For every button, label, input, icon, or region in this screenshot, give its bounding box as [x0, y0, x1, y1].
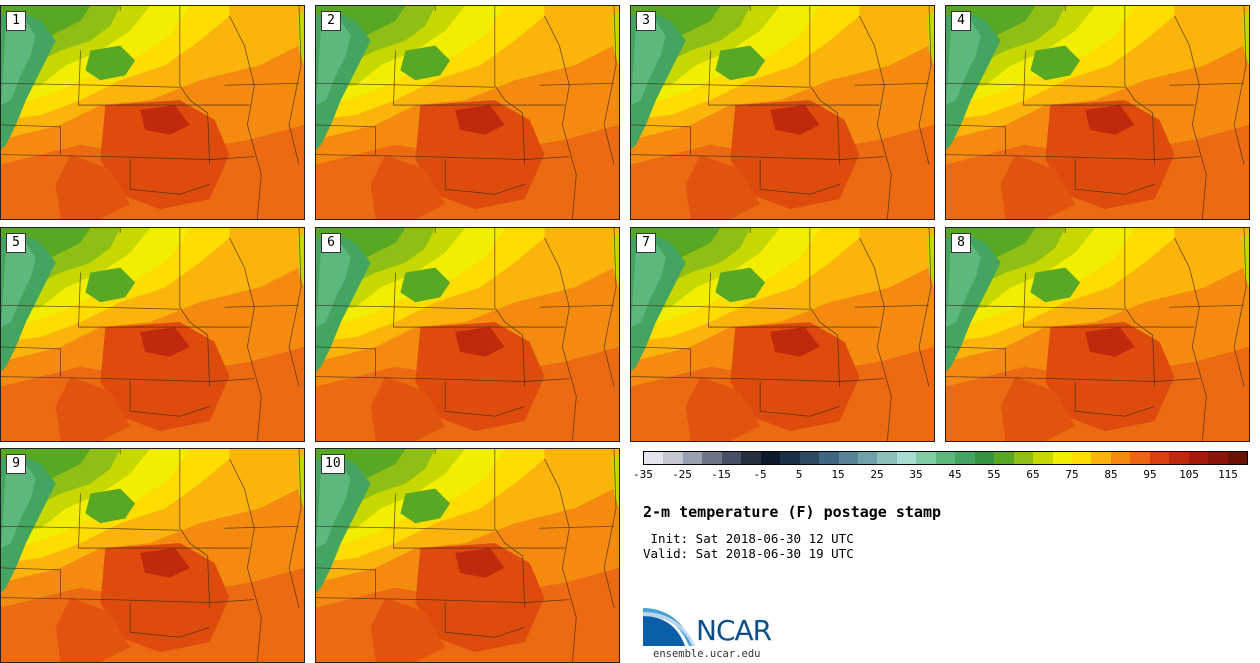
colorbar-swatch	[1110, 452, 1131, 464]
temperature-map	[316, 449, 619, 662]
ensemble-member-panel: 3	[630, 5, 935, 220]
colorbar-swatch	[916, 452, 936, 464]
colorbar-tick-labels: -35 -25 -15 -5 5 15 25 35 45 55 65 75 85 95 105 115	[633, 468, 1248, 484]
colorbar-tick-label: 5	[795, 468, 803, 481]
colorbar-swatch	[721, 452, 742, 464]
temperature-colorbar	[643, 451, 1248, 465]
temperature-map	[946, 6, 1249, 219]
member-number-label: 10	[321, 454, 345, 474]
ensemble-member-panel: 4	[945, 5, 1250, 220]
colorbar-swatch	[663, 452, 683, 464]
colorbar-tick-label: 105	[1179, 468, 1199, 481]
colorbar-swatch	[741, 452, 761, 464]
colorbar-swatch	[1208, 452, 1228, 464]
colorbar-swatch	[1033, 452, 1053, 464]
colorbar-swatch	[838, 452, 858, 464]
temperature-map	[1, 228, 304, 441]
colorbar-swatch	[974, 452, 995, 464]
colorbar-swatch	[1130, 452, 1150, 464]
colorbar-swatch	[819, 452, 839, 464]
temperature-map	[316, 228, 619, 441]
temperature-map	[1, 449, 304, 662]
colorbar-tick-label: 95	[1143, 468, 1157, 481]
ensemble-member-panel: 5	[0, 227, 305, 442]
colorbar-tick-label: -25	[672, 468, 692, 481]
site-url: ensemble.ucar.edu	[653, 648, 761, 660]
member-number-label: 1	[6, 11, 26, 31]
temperature-map	[631, 6, 934, 219]
colorbar-swatch	[1013, 452, 1034, 464]
member-number-label: 3	[636, 11, 656, 31]
colorbar-tick-label: -5	[753, 468, 767, 481]
member-number-label: 6	[321, 233, 341, 253]
colorbar-swatch	[780, 452, 800, 464]
ensemble-member-panel: 6	[315, 227, 620, 442]
colorbar-swatch	[1188, 452, 1209, 464]
init-time: Init: Sat 2018-06-30 12 UTC	[643, 531, 854, 546]
colorbar-swatch	[1149, 452, 1170, 464]
colorbar-swatch	[682, 452, 703, 464]
colorbar-tick-label: 115	[1218, 468, 1238, 481]
colorbar-tick-label: 15	[831, 468, 845, 481]
member-number-label: 2	[321, 11, 341, 31]
colorbar-swatch	[1227, 452, 1248, 464]
colorbar-swatch	[644, 452, 664, 464]
colorbar-swatch	[760, 452, 781, 464]
colorbar-swatch	[1071, 452, 1092, 464]
colorbar-tick-label: 55	[987, 468, 1001, 481]
ensemble-member-panel: 8	[945, 227, 1250, 442]
temperature-map	[316, 6, 619, 219]
ensemble-member-panel: 9	[0, 448, 305, 663]
colorbar-swatch	[994, 452, 1014, 464]
colorbar-tick-label: 85	[1104, 468, 1118, 481]
colorbar-swatch	[896, 452, 917, 464]
member-number-label: 4	[951, 11, 971, 31]
colorbar-swatch	[702, 452, 722, 464]
colorbar-tick-label: 25	[870, 468, 884, 481]
colorbar-swatch	[877, 452, 897, 464]
colorbar-tick-label: 35	[909, 468, 923, 481]
colorbar-swatch	[1052, 452, 1072, 464]
colorbar-swatch	[1169, 452, 1189, 464]
ensemble-member-panel: 7	[630, 227, 935, 442]
colorbar-swatch	[857, 452, 878, 464]
colorbar-swatch	[935, 452, 956, 464]
colorbar-tick-label: 75	[1065, 468, 1079, 481]
chart-title: 2-m temperature (F) postage stamp	[643, 503, 942, 521]
colorbar-swatch	[799, 452, 820, 464]
temperature-map	[946, 228, 1249, 441]
colorbar-swatch	[1091, 452, 1111, 464]
valid-time: Valid: Sat 2018-06-30 19 UTC	[643, 546, 854, 561]
ncar-logo-text: NCAR	[696, 614, 772, 647]
temperature-map	[631, 228, 934, 441]
member-number-label: 5	[6, 233, 26, 253]
colorbar-tick-label: 65	[1026, 468, 1040, 481]
ncar-logo	[643, 608, 695, 646]
member-number-label: 7	[636, 233, 656, 253]
temperature-map	[1, 6, 304, 219]
colorbar-tick-label: 45	[948, 468, 962, 481]
colorbar-tick-label: -35	[633, 468, 653, 481]
ensemble-member-panel: 10	[315, 448, 620, 663]
member-number-label: 9	[6, 454, 26, 474]
ensemble-member-panel: 1	[0, 5, 305, 220]
ensemble-member-panel: 2	[315, 5, 620, 220]
colorbar-tick-label: -15	[711, 468, 731, 481]
colorbar-swatch	[955, 452, 975, 464]
member-number-label: 8	[951, 233, 971, 253]
